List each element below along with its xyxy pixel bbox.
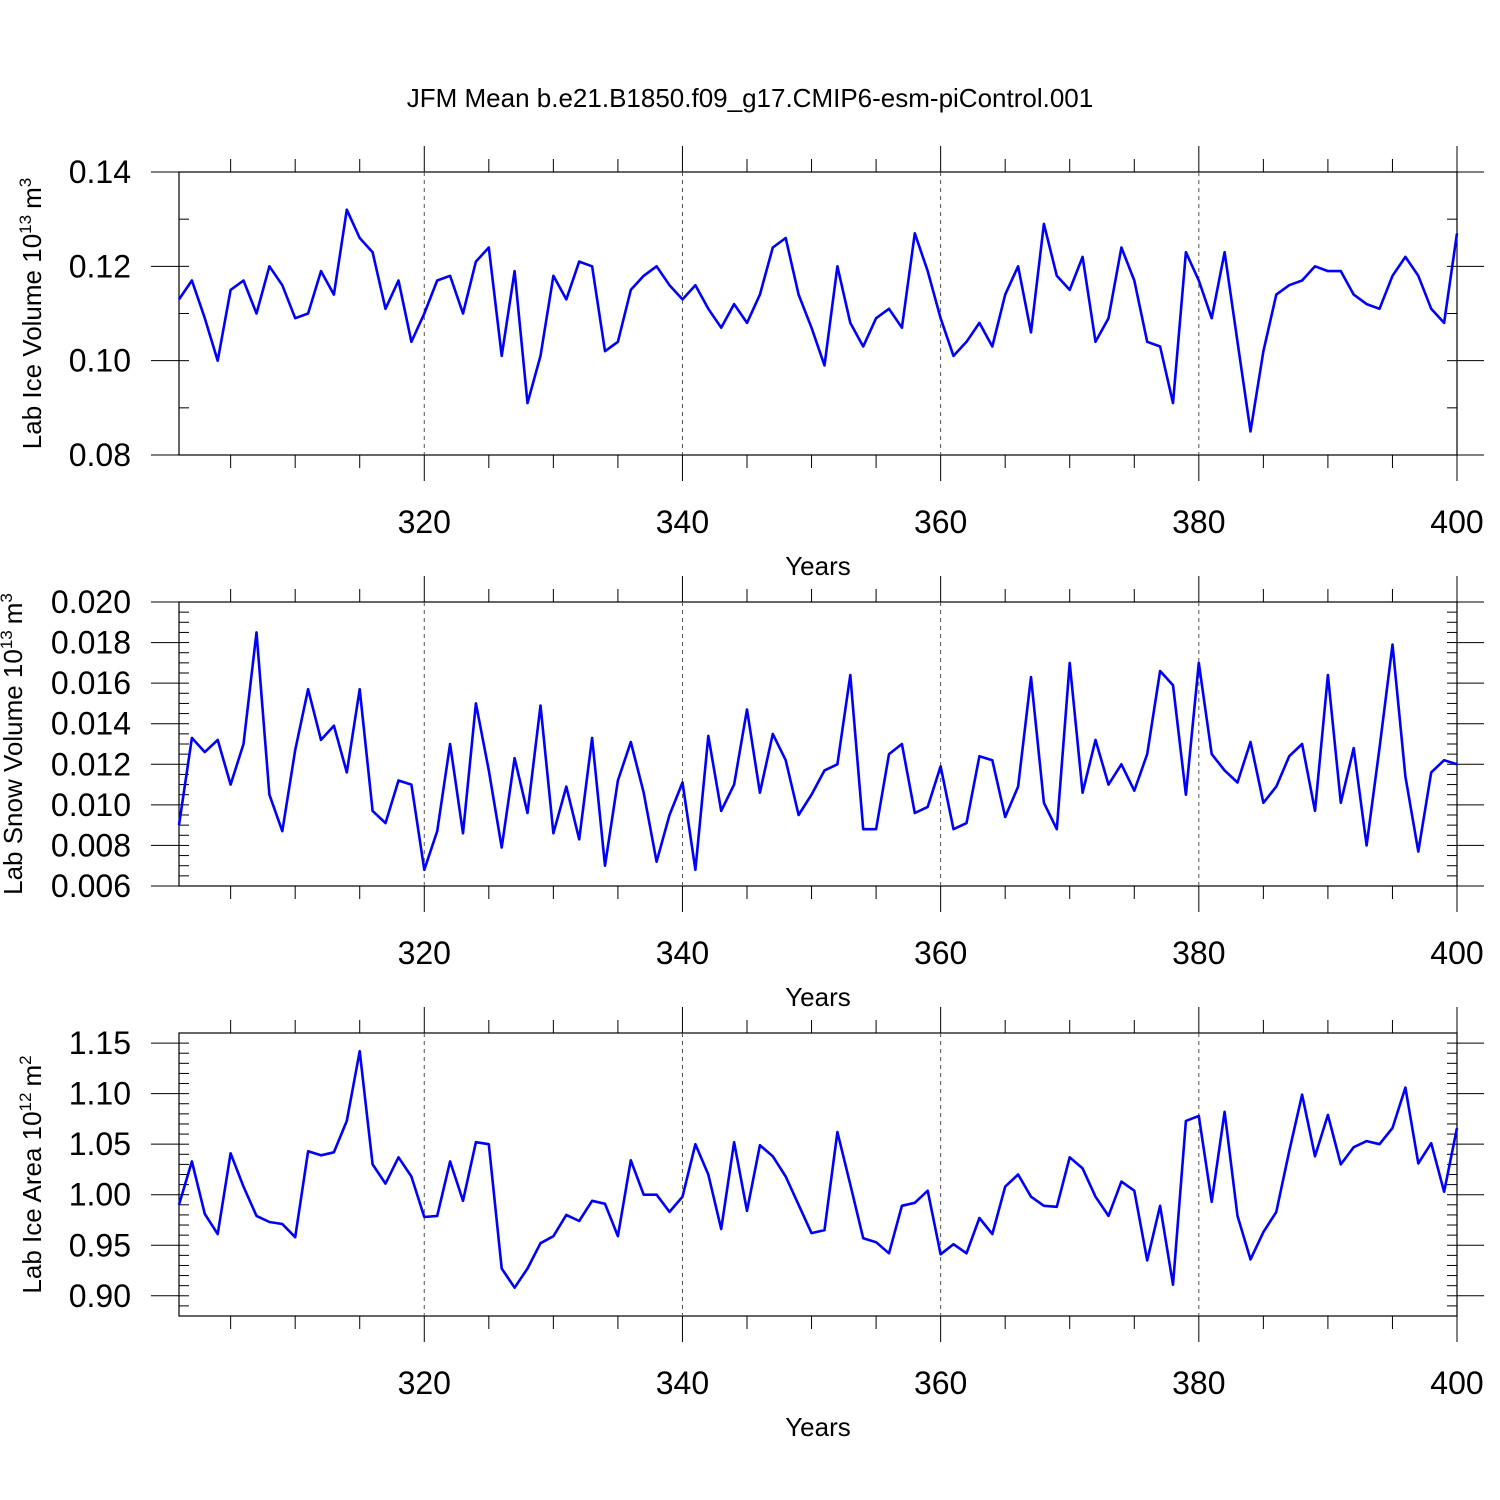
x-tick-label: 320 <box>398 504 451 540</box>
y-tick-label: 0.020 <box>51 584 131 620</box>
y-axis-label-unit: m <box>0 603 28 625</box>
x-tick-label: 400 <box>1430 1365 1483 1401</box>
series-line <box>177 208 1459 433</box>
y-axis-label-unit: m <box>17 1065 47 1087</box>
x-tick-label: 360 <box>914 935 967 971</box>
y-axis-label-unit: m <box>17 187 47 209</box>
y-axis-label-exponent: 13 <box>16 215 35 234</box>
figure-title: JFM Mean b.e21.B1850.f09_g17.CMIP6-esm-p… <box>407 83 1093 113</box>
panel-2: 0.006 0.008 0.010 0.012 0.014 0.016 0.018 0.020… <box>0 576 1484 1012</box>
plot-frame <box>178 601 1458 887</box>
x-tick-label: 400 <box>1430 504 1483 540</box>
y-tick-label: 0.90 <box>69 1278 131 1314</box>
plot-frame <box>178 171 1458 456</box>
y-tick-label: 0.016 <box>51 665 131 701</box>
y-tick-label: 0.08 <box>69 437 131 473</box>
x-axis-label: Years <box>785 1412 851 1442</box>
y-tick-label: 0.10 <box>69 343 131 379</box>
y-tick-label: 0.006 <box>51 868 131 904</box>
x-tick-label: 340 <box>656 1365 709 1401</box>
y-axis-label-unit-exponent: 2 <box>16 1055 35 1064</box>
x-axis-label: Years <box>785 982 851 1012</box>
chart-panels: 0.08 0.10 0.12 0.14 320 340 360 380 400 Years Lab … <box>0 146 1484 1442</box>
y-axis-label-text: Lab Ice Area 10 <box>17 1111 47 1293</box>
y-axis-label-exponent: 12 <box>16 1093 35 1112</box>
x-tick-label: 380 <box>1172 935 1225 971</box>
y-tick-label: 0.008 <box>51 827 131 863</box>
x-tick-label: 400 <box>1430 935 1483 971</box>
y-axis-label-text: Lab Snow Volume 10 <box>0 649 28 895</box>
y-tick-label: 1.00 <box>69 1177 131 1213</box>
y-tick-label: 0.95 <box>69 1227 131 1263</box>
y-tick-label: 0.14 <box>69 154 131 190</box>
series-line <box>177 631 1458 872</box>
y-axis-label-text: Lab Ice Volume 10 <box>17 234 47 449</box>
y-axis-label-exponent: 13 <box>0 630 16 649</box>
y-tick-label: 0.014 <box>51 706 131 742</box>
y-tick-label: 0.012 <box>51 746 131 782</box>
panel-1: 0.08 0.10 0.12 0.14 320 340 360 380 400 Years Lab … <box>16 146 1484 581</box>
x-tick-label: 340 <box>656 504 709 540</box>
x-tick-label: 380 <box>1172 1365 1225 1401</box>
x-tick-label: 360 <box>914 504 967 540</box>
y-tick-label: 1.15 <box>69 1025 131 1061</box>
series-line <box>177 1049 1459 1289</box>
y-axis-label: Lab Snow Volume 1013 m3 <box>0 593 28 895</box>
plot-frame <box>178 1032 1458 1317</box>
x-tick-label: 320 <box>398 935 451 971</box>
y-axis-label: Lab Ice Area 1012 m2 <box>16 1055 47 1293</box>
x-tick-label: 340 <box>656 935 709 971</box>
panel-3: 0.90 0.95 1.00 1.05 1.10 1.15 320 340 360 380 400 Y… <box>16 1007 1484 1442</box>
x-tick-label: 380 <box>1172 504 1225 540</box>
y-axis-label: Lab Ice Volume 1013 m3 <box>16 178 47 449</box>
y-tick-label: 0.018 <box>51 625 131 661</box>
x-axis-label: Years <box>785 551 851 581</box>
y-tick-label: 1.10 <box>69 1076 131 1112</box>
y-tick-label: 0.010 <box>51 787 131 823</box>
y-axis-label-unit-exponent: 3 <box>16 178 35 187</box>
y-axis-label-unit-exponent: 3 <box>0 593 16 602</box>
x-tick-label: 360 <box>914 1365 967 1401</box>
y-tick-label: 1.05 <box>69 1126 131 1162</box>
y-tick-label: 0.12 <box>69 248 131 284</box>
x-tick-label: 320 <box>398 1365 451 1401</box>
